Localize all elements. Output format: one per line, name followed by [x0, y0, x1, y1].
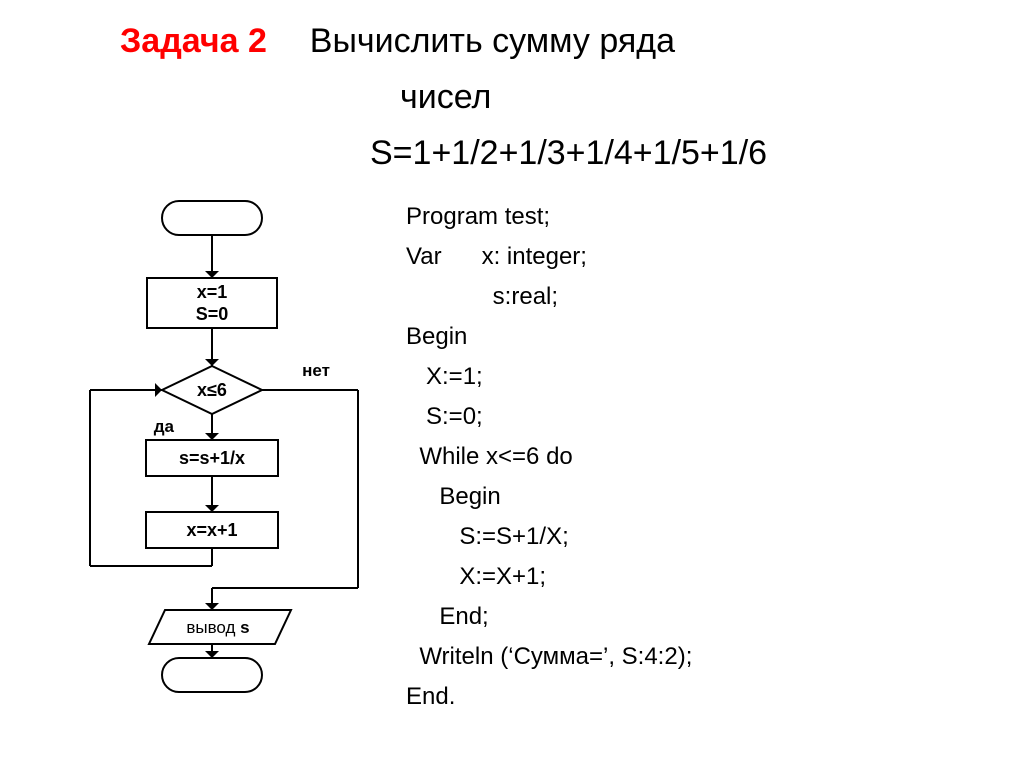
svg-text:нет: нет — [302, 361, 330, 380]
flowchart: x=1S=0 x≤6 даs=s+1/x x=x+1 нет вывод s — [0, 0, 1024, 767]
svg-text:x=x+1: x=x+1 — [186, 520, 237, 540]
svg-text:S=0: S=0 — [196, 304, 229, 324]
svg-text:да: да — [154, 417, 175, 436]
svg-text:s=s+1/x: s=s+1/x — [179, 448, 245, 468]
svg-text:x=1: x=1 — [197, 282, 228, 302]
svg-text:x≤6: x≤6 — [197, 380, 227, 400]
svg-text:вывод s: вывод s — [186, 618, 249, 637]
